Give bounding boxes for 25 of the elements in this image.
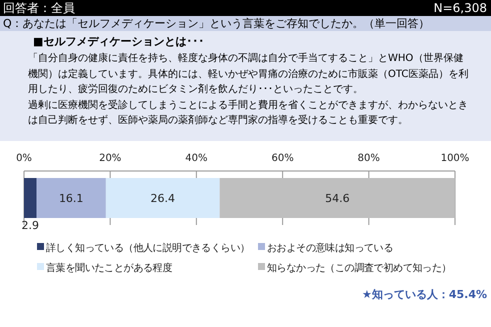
chart-title: Q：あなたは「セルフメディケーション」という言葉をご存知でしたか。（単一回答） xyxy=(3,16,430,31)
legend-label: おおよその意味は知っている xyxy=(267,242,394,254)
data-label: 16.1 xyxy=(58,192,84,205)
bar xyxy=(106,178,220,218)
x-tick-label: 80% xyxy=(358,153,380,164)
data-label: 2.9 xyxy=(22,219,39,232)
legend-label: 知らなかった（この調査で初めて知った） xyxy=(267,262,452,274)
x-tick-label: 60% xyxy=(271,153,294,164)
text: ■セルフメディケーションとは･･･ xyxy=(33,34,204,49)
bar xyxy=(24,178,36,218)
data-label: 26.4 xyxy=(150,192,176,205)
chart-subtitle: 回答者：全員 xyxy=(3,0,75,16)
bar xyxy=(220,178,455,218)
text: ★知っている人：45.4% xyxy=(362,288,487,301)
text: 「自分自身の健康に責任を持ち、軽度な身体の不調は自分で手当てすること」とWHO（世界保健機関）は定義しています。具体的には、軽いかぜや胃痛の治療のために市販薬（OTC医薬品）を利用したり、疲労回復のためにビタミン剤を飲んだり･･･といったことです。 xyxy=(28,52,470,97)
data-label: 54.6 xyxy=(325,192,350,205)
text: N=6,308 xyxy=(434,0,487,16)
x-tick-label: 100% xyxy=(440,153,470,164)
x-tick-label: 20% xyxy=(99,153,122,164)
text: 過剰に医療機関を受診してしまうことによる手間と費用を省くことができますが、わからないときは自己判断をせず、医師や薬局の薬剤師など専門家の指導を受けることも重要です。 xyxy=(28,98,469,128)
legend-label: 言葉を聞いたことがある程度 xyxy=(46,262,172,274)
legend-label: 詳しく知っている（他人に説明できるくらい） xyxy=(46,242,250,254)
x-tick-label: 0% xyxy=(16,153,32,164)
bar xyxy=(36,178,106,218)
x-tick-label: 40% xyxy=(185,153,208,164)
